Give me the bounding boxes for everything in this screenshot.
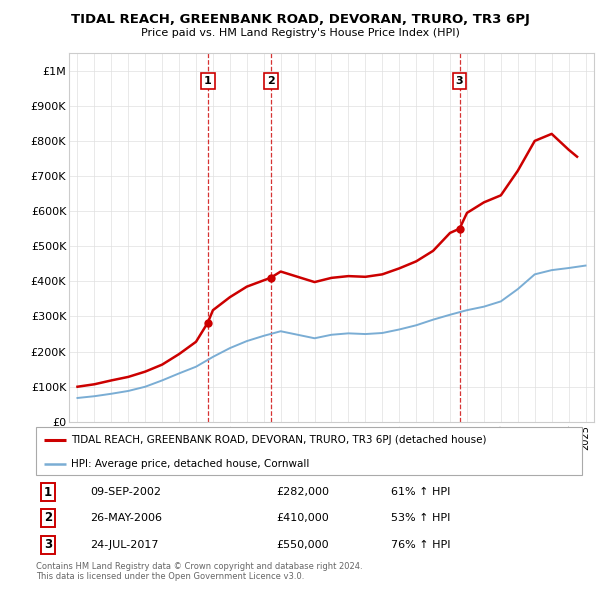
Text: 53% ↑ HPI: 53% ↑ HPI <box>391 513 450 523</box>
Text: TIDAL REACH, GREENBANK ROAD, DEVORAN, TRURO, TR3 6PJ (detached house): TIDAL REACH, GREENBANK ROAD, DEVORAN, TR… <box>71 435 487 445</box>
Text: 3: 3 <box>456 76 463 86</box>
Text: TIDAL REACH, GREENBANK ROAD, DEVORAN, TRURO, TR3 6PJ: TIDAL REACH, GREENBANK ROAD, DEVORAN, TR… <box>71 13 529 26</box>
FancyBboxPatch shape <box>36 427 582 475</box>
Text: HPI: Average price, detached house, Cornwall: HPI: Average price, detached house, Corn… <box>71 459 310 469</box>
Text: 2: 2 <box>266 76 274 86</box>
Text: 24-JUL-2017: 24-JUL-2017 <box>91 540 159 550</box>
Text: 1: 1 <box>204 76 212 86</box>
Text: £410,000: £410,000 <box>276 513 329 523</box>
Text: 3: 3 <box>44 538 52 551</box>
Text: 1: 1 <box>44 486 52 499</box>
Text: Price paid vs. HM Land Registry's House Price Index (HPI): Price paid vs. HM Land Registry's House … <box>140 28 460 38</box>
Text: 76% ↑ HPI: 76% ↑ HPI <box>391 540 451 550</box>
Text: 61% ↑ HPI: 61% ↑ HPI <box>391 487 450 497</box>
Text: £550,000: £550,000 <box>276 540 329 550</box>
Text: This data is licensed under the Open Government Licence v3.0.: This data is licensed under the Open Gov… <box>36 572 304 581</box>
Text: Contains HM Land Registry data © Crown copyright and database right 2024.: Contains HM Land Registry data © Crown c… <box>36 562 362 571</box>
Text: 2: 2 <box>44 511 52 525</box>
Text: 26-MAY-2006: 26-MAY-2006 <box>91 513 163 523</box>
Text: 09-SEP-2002: 09-SEP-2002 <box>91 487 161 497</box>
Text: £282,000: £282,000 <box>276 487 329 497</box>
